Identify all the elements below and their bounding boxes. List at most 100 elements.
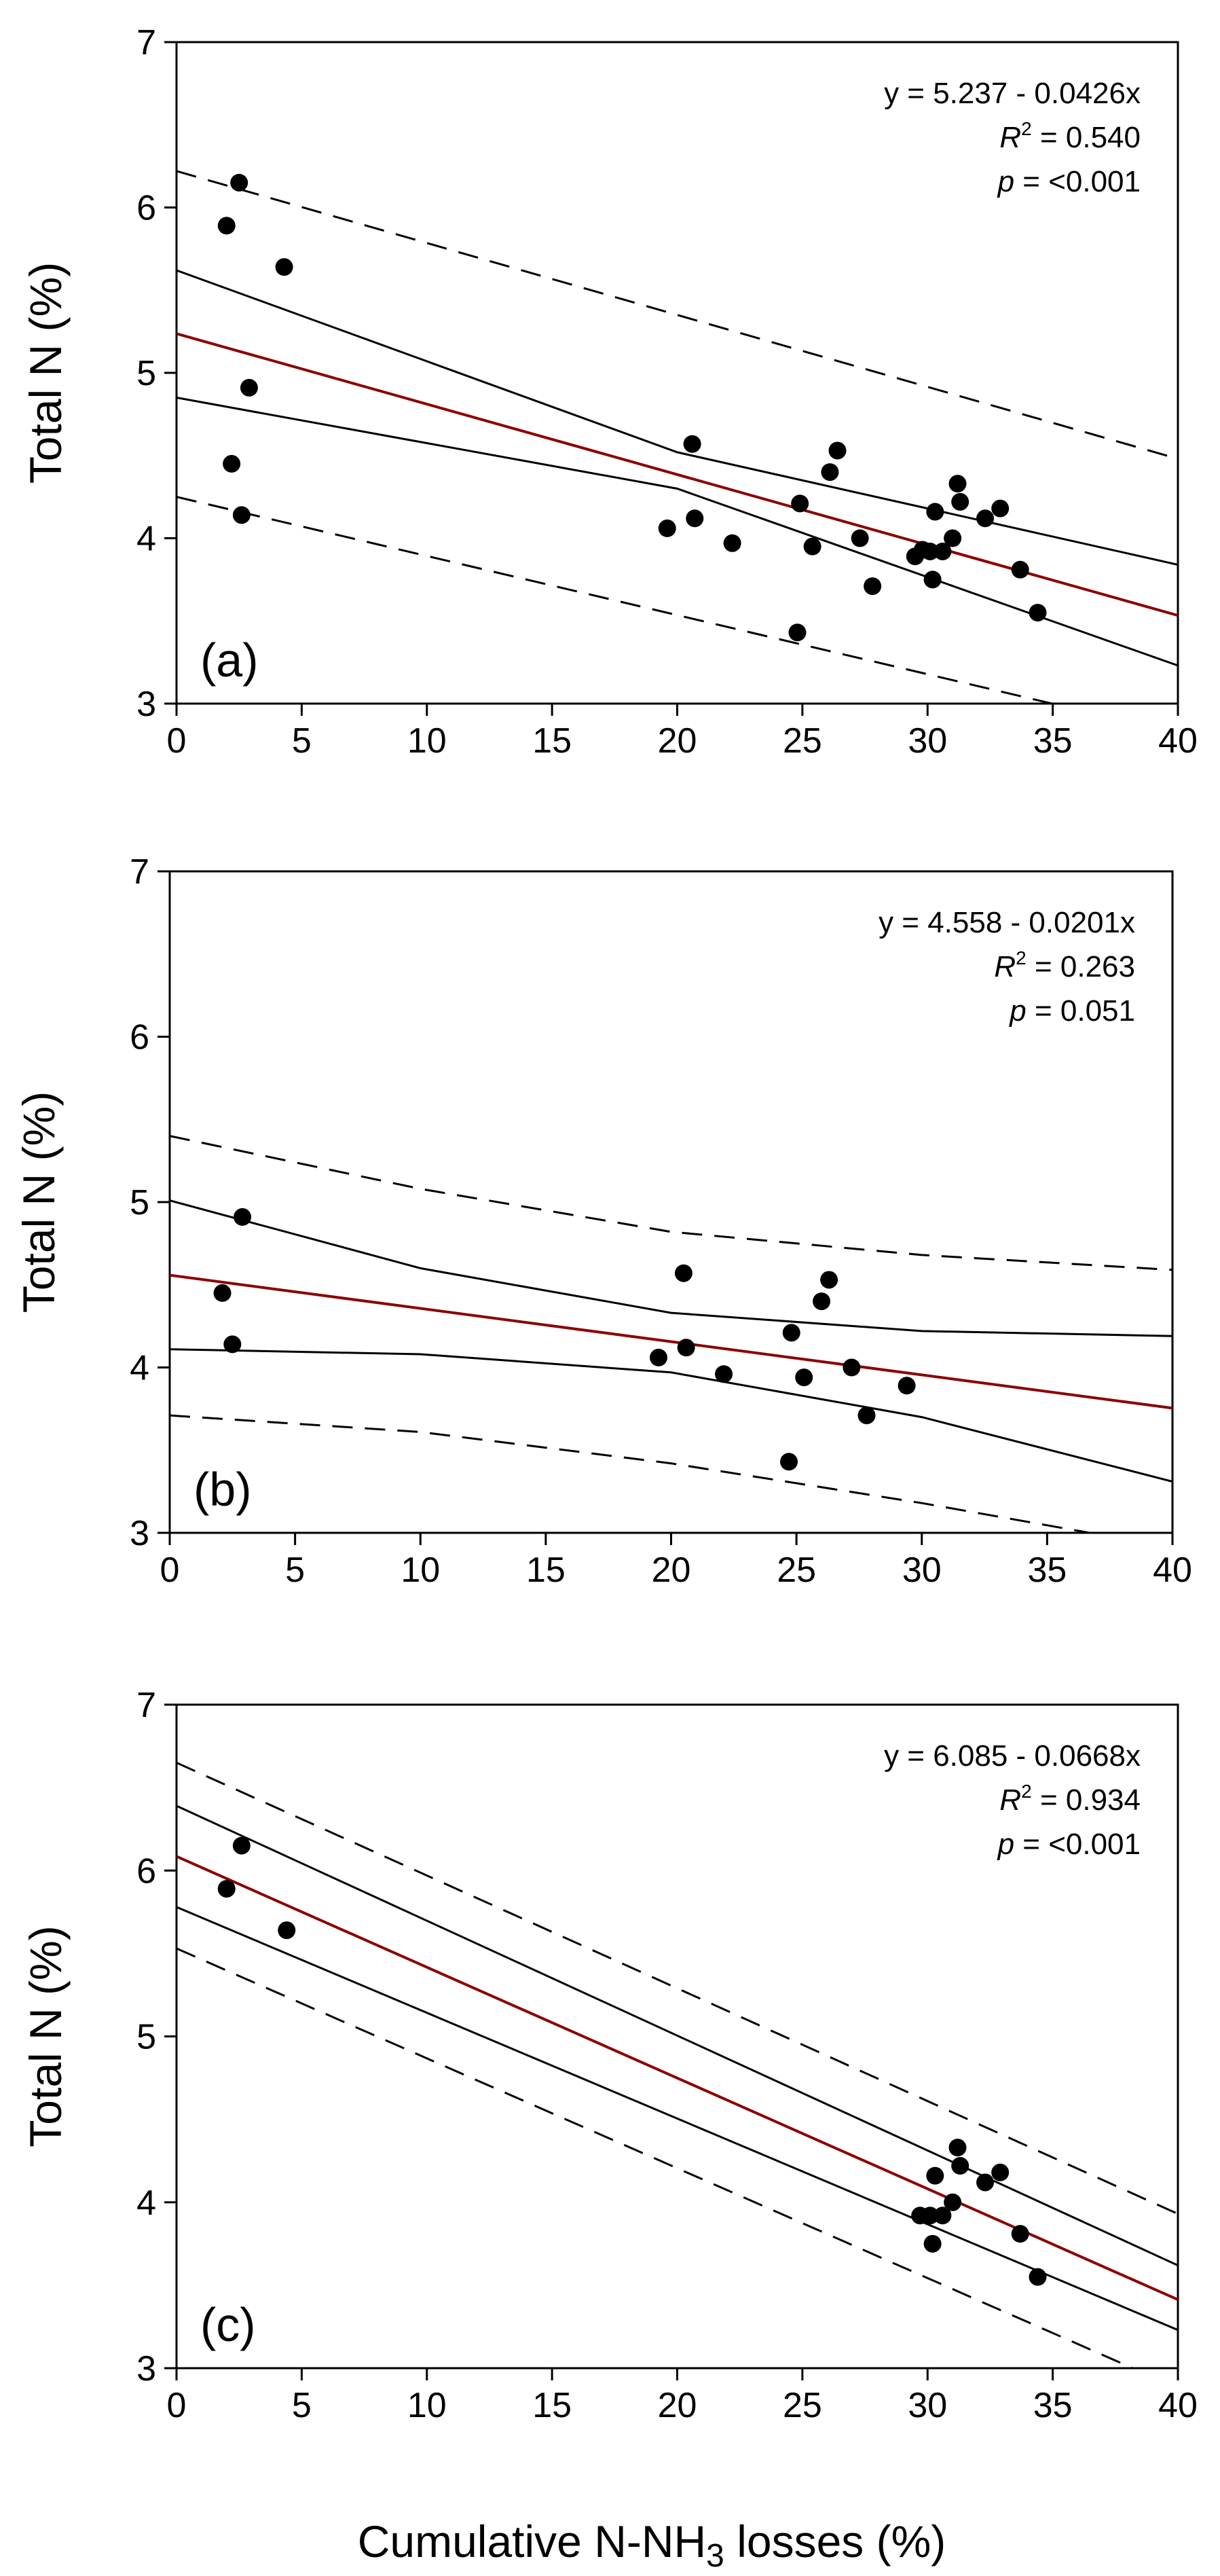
- x-tick-label-8: 40: [1158, 2386, 1198, 2425]
- data-point-29: [1029, 604, 1047, 622]
- x-tick-label-7: 35: [1033, 721, 1073, 761]
- y-tick-label-2: 5: [136, 2018, 156, 2057]
- x-tick-label-6: 30: [902, 1550, 942, 1590]
- p-value-symbol: p: [997, 165, 1014, 198]
- data-point-20: [923, 570, 942, 589]
- data-point-9: [723, 534, 741, 552]
- panel-label: (a): [200, 634, 259, 687]
- data-point-10: [951, 2157, 969, 2175]
- data-point-4: [223, 454, 241, 473]
- x-tick-label-2: 10: [407, 721, 447, 761]
- data-point-13: [821, 463, 839, 482]
- x-tick-label-8: 40: [1158, 721, 1198, 761]
- data-point-3: [650, 1348, 668, 1366]
- panel-label: (c): [200, 2298, 256, 2351]
- r-squared-symbol: R: [994, 950, 1016, 983]
- x-tick-label-1: 5: [292, 2386, 312, 2425]
- p-value-text: = <0.001: [1014, 165, 1141, 198]
- y-axis-label: Total N (%): [20, 1925, 71, 2147]
- data-point-27: [991, 499, 1010, 518]
- x-tick-label-2: 10: [407, 2386, 447, 2425]
- plot-area: [170, 1135, 1172, 1533]
- y-tick-label-2: 5: [136, 354, 156, 393]
- data-point-8: [686, 509, 704, 528]
- x-tick-label-1: 5: [292, 721, 312, 761]
- data-point-23: [944, 529, 962, 547]
- confidence-band-lower: [170, 1348, 1172, 1483]
- plot-area: [177, 1762, 1178, 2368]
- data-point-28: [1011, 560, 1029, 579]
- regression-equation: y = 4.558 - 0.0201x: [879, 906, 1135, 939]
- data-point-9: [948, 2139, 967, 2157]
- confidence-band-upper: [170, 1199, 1172, 1337]
- data-point-5: [232, 506, 251, 524]
- x-tick-label-4: 20: [658, 721, 697, 761]
- x-tick-label-7: 35: [1033, 2386, 1073, 2425]
- prediction-band-lower: [177, 1947, 1134, 2368]
- p-value-annotation: p = <0.001: [997, 165, 1141, 198]
- data-point-3: [240, 378, 258, 397]
- x-tick-label-6: 30: [908, 2386, 947, 2425]
- data-point-10: [813, 1292, 831, 1311]
- x-tick-label-4: 20: [658, 2386, 697, 2425]
- y-tick-label-3: 6: [136, 1851, 156, 1891]
- r-squared-value: = 0.263: [1027, 950, 1135, 983]
- y-tick-label-3: 6: [130, 1018, 149, 1057]
- x-tick-label-0: 0: [167, 721, 187, 761]
- data-point-1: [232, 1836, 251, 1855]
- data-point-24: [948, 475, 967, 493]
- r-squared-symbol: R: [999, 1783, 1021, 1817]
- data-point-2: [234, 1208, 252, 1226]
- data-point-6: [658, 519, 676, 537]
- y-tick-label-2: 5: [130, 1183, 149, 1222]
- data-point-15: [851, 529, 869, 547]
- r-squared-value: = 0.934: [1032, 1783, 1141, 1817]
- y-tick-label-4: 7: [130, 852, 149, 892]
- data-point-22: [934, 542, 952, 560]
- x-tick-label-1: 5: [285, 1550, 305, 1590]
- y-tick-label-4: 7: [136, 23, 156, 62]
- y-tick-label-0: 3: [136, 685, 156, 724]
- data-point-13: [857, 1407, 876, 1425]
- y-tick-label-3: 6: [136, 189, 156, 228]
- x-axis-label: Cumulative N-NH3 losses (%): [358, 2516, 946, 2574]
- data-point-21: [926, 503, 944, 521]
- p-value-symbol: p: [1008, 994, 1026, 1028]
- data-point-4: [921, 2207, 939, 2225]
- r-squared-superscript: 2: [1021, 118, 1032, 139]
- x-tick-label-5: 25: [783, 2386, 822, 2425]
- data-point-2: [278, 1921, 296, 1940]
- r-squared-superscript: 2: [1021, 1781, 1032, 1802]
- data-point-9: [795, 1368, 813, 1387]
- data-point-7: [683, 435, 701, 453]
- data-point-0: [213, 1284, 232, 1302]
- data-point-11: [976, 2173, 995, 2192]
- data-point-13: [1011, 2225, 1029, 2243]
- x-axis-label-subscript: 3: [706, 2538, 724, 2574]
- confidence-band-lower: [177, 1906, 1178, 2332]
- chart-panel-2: 0 5 10 15 20 25 30 35 40 3 4 5 6 7 Total N (%) y = 4.55…: [14, 852, 1192, 1590]
- x-tick-label-3: 15: [532, 2386, 572, 2425]
- data-point-4: [674, 1264, 692, 1282]
- x-tick-label-3: 15: [526, 1550, 566, 1590]
- plot-area: [177, 170, 1178, 704]
- x-tick-label-6: 30: [908, 721, 947, 761]
- prediction-band-upper: [177, 1762, 1178, 2215]
- data-point-25: [951, 492, 969, 511]
- data-point-10: [788, 623, 807, 642]
- x-tick-label-0: 0: [160, 1550, 180, 1590]
- data-point-1: [230, 173, 248, 192]
- data-point-0: [217, 217, 236, 235]
- x-tick-label-8: 40: [1153, 1550, 1192, 1590]
- data-point-8: [782, 1324, 800, 1342]
- regression-equation: y = 5.237 - 0.0426x: [884, 77, 1141, 110]
- prediction-band-upper: [177, 170, 1178, 460]
- x-tick-label-5: 25: [783, 721, 822, 761]
- x-tick-label-5: 25: [777, 1550, 816, 1590]
- data-point-5: [677, 1339, 695, 1357]
- data-point-14: [828, 441, 847, 460]
- data-point-16: [864, 577, 882, 596]
- data-point-14: [1029, 2268, 1047, 2286]
